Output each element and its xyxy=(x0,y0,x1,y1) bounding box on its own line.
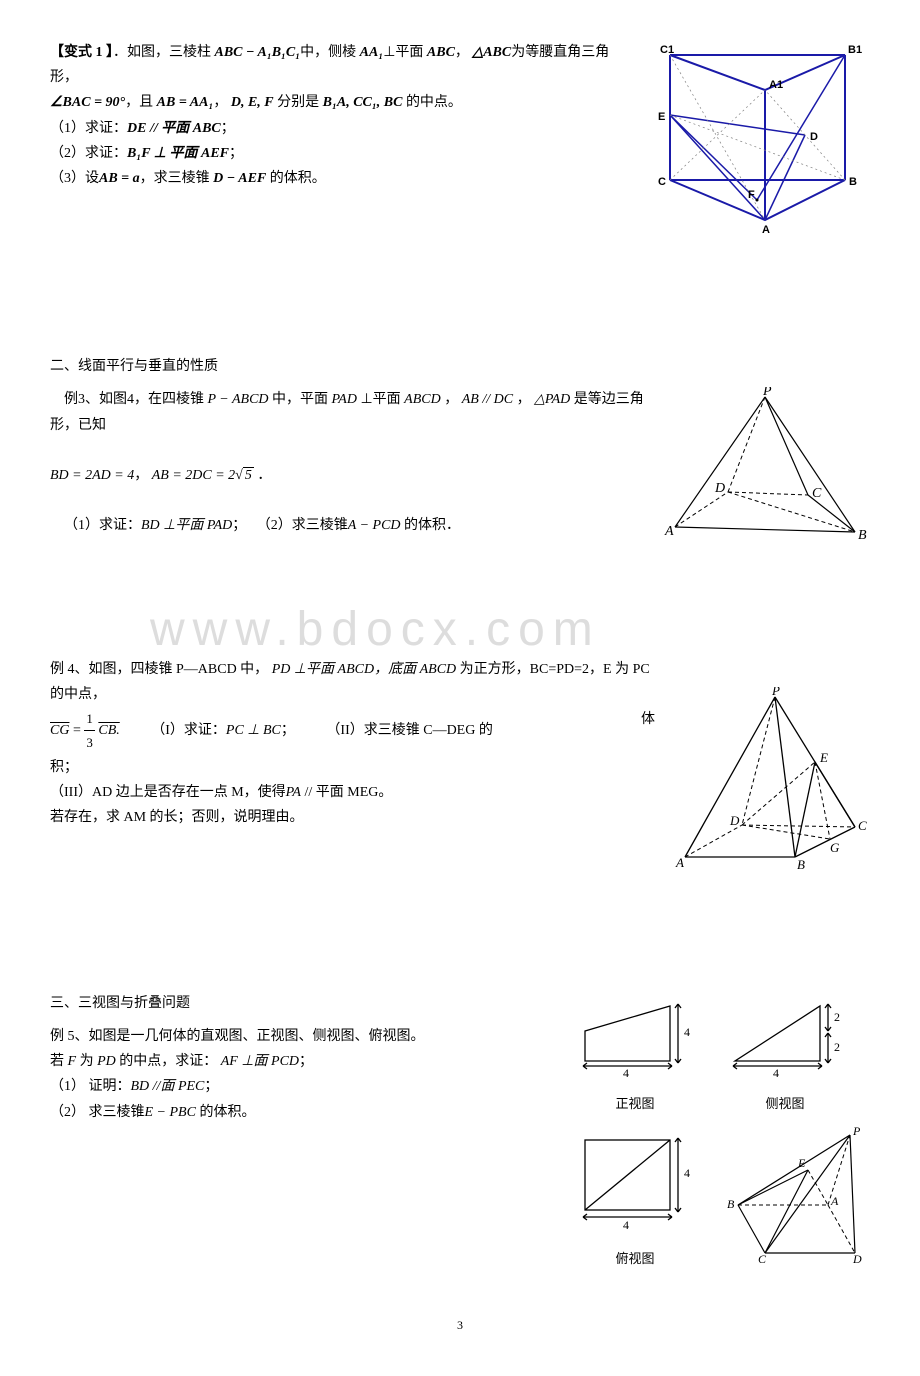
perspective-view: P E A B C D xyxy=(720,1125,870,1274)
svg-text:B: B xyxy=(858,528,867,543)
side-view: 4 2 2 侧视图 xyxy=(720,991,850,1116)
svg-text:2: 2 xyxy=(834,1040,840,1054)
svg-text:4: 4 xyxy=(684,1166,690,1180)
label-c1: C1 xyxy=(660,44,674,56)
problem-5: 4 4 正视图 4 2 2 xyxy=(50,991,870,1285)
three-views-figure: 4 4 正视图 4 2 2 xyxy=(570,991,870,1285)
problem-4: P E D C G A B 例 4、如图，四棱锥 P—ABCD 中， PD ⊥平… xyxy=(50,657,870,881)
svg-text:B: B xyxy=(797,857,805,872)
svg-text:B: B xyxy=(727,1197,735,1211)
top-view: 4 4 俯视图 xyxy=(570,1125,700,1274)
pyramid-p4-figure: P E D C G A B xyxy=(670,687,870,881)
pyramid-pabcd-figure: P D C A B xyxy=(660,387,870,556)
svg-text:P: P xyxy=(762,387,772,399)
label-f: F xyxy=(748,189,755,201)
svg-text:2: 2 xyxy=(834,1010,840,1024)
label-b: B xyxy=(849,176,857,188)
svg-text:4: 4 xyxy=(773,1066,779,1080)
svg-text:G: G xyxy=(830,840,840,855)
svg-text:4: 4 xyxy=(623,1218,629,1232)
section-2-title: 二、线面平行与垂直的性质 xyxy=(50,354,870,379)
label-a: A xyxy=(762,224,770,235)
svg-text:D: D xyxy=(729,813,740,828)
svg-text:A: A xyxy=(830,1194,839,1208)
label-d: D xyxy=(810,131,818,143)
svg-text:A: A xyxy=(675,855,684,870)
prism-figure: C1 B1 A1 E D C B A F xyxy=(650,40,870,244)
front-view: 4 4 正视图 xyxy=(570,991,700,1116)
problem-3: P D C A B 例3、如图4，在四棱锥 P − ABCD 中，平面 PAD … xyxy=(50,387,870,556)
label-c: C xyxy=(658,176,666,188)
problem-variant-1: C1 B1 A1 E D C B A F 【变式 1 】．如图，三棱柱 ABC … xyxy=(50,40,870,244)
svg-text:E: E xyxy=(797,1156,806,1170)
svg-text:D: D xyxy=(852,1252,862,1265)
label-b1: B1 xyxy=(848,44,862,56)
page-number: 3 xyxy=(50,1315,870,1337)
p1-title: 【变式 1 】 xyxy=(50,45,113,60)
svg-text:P: P xyxy=(771,687,780,698)
svg-text:E: E xyxy=(819,750,828,765)
svg-text:4: 4 xyxy=(684,1025,690,1039)
svg-text:C: C xyxy=(812,486,822,501)
svg-text:C: C xyxy=(858,818,867,833)
svg-text:4: 4 xyxy=(623,1066,629,1080)
svg-text:D: D xyxy=(714,481,725,496)
label-e: E xyxy=(658,111,665,123)
svg-text:C: C xyxy=(758,1252,767,1265)
label-a1: A1 xyxy=(769,79,783,91)
svg-text:A: A xyxy=(664,524,674,539)
svg-text:P: P xyxy=(852,1125,861,1138)
